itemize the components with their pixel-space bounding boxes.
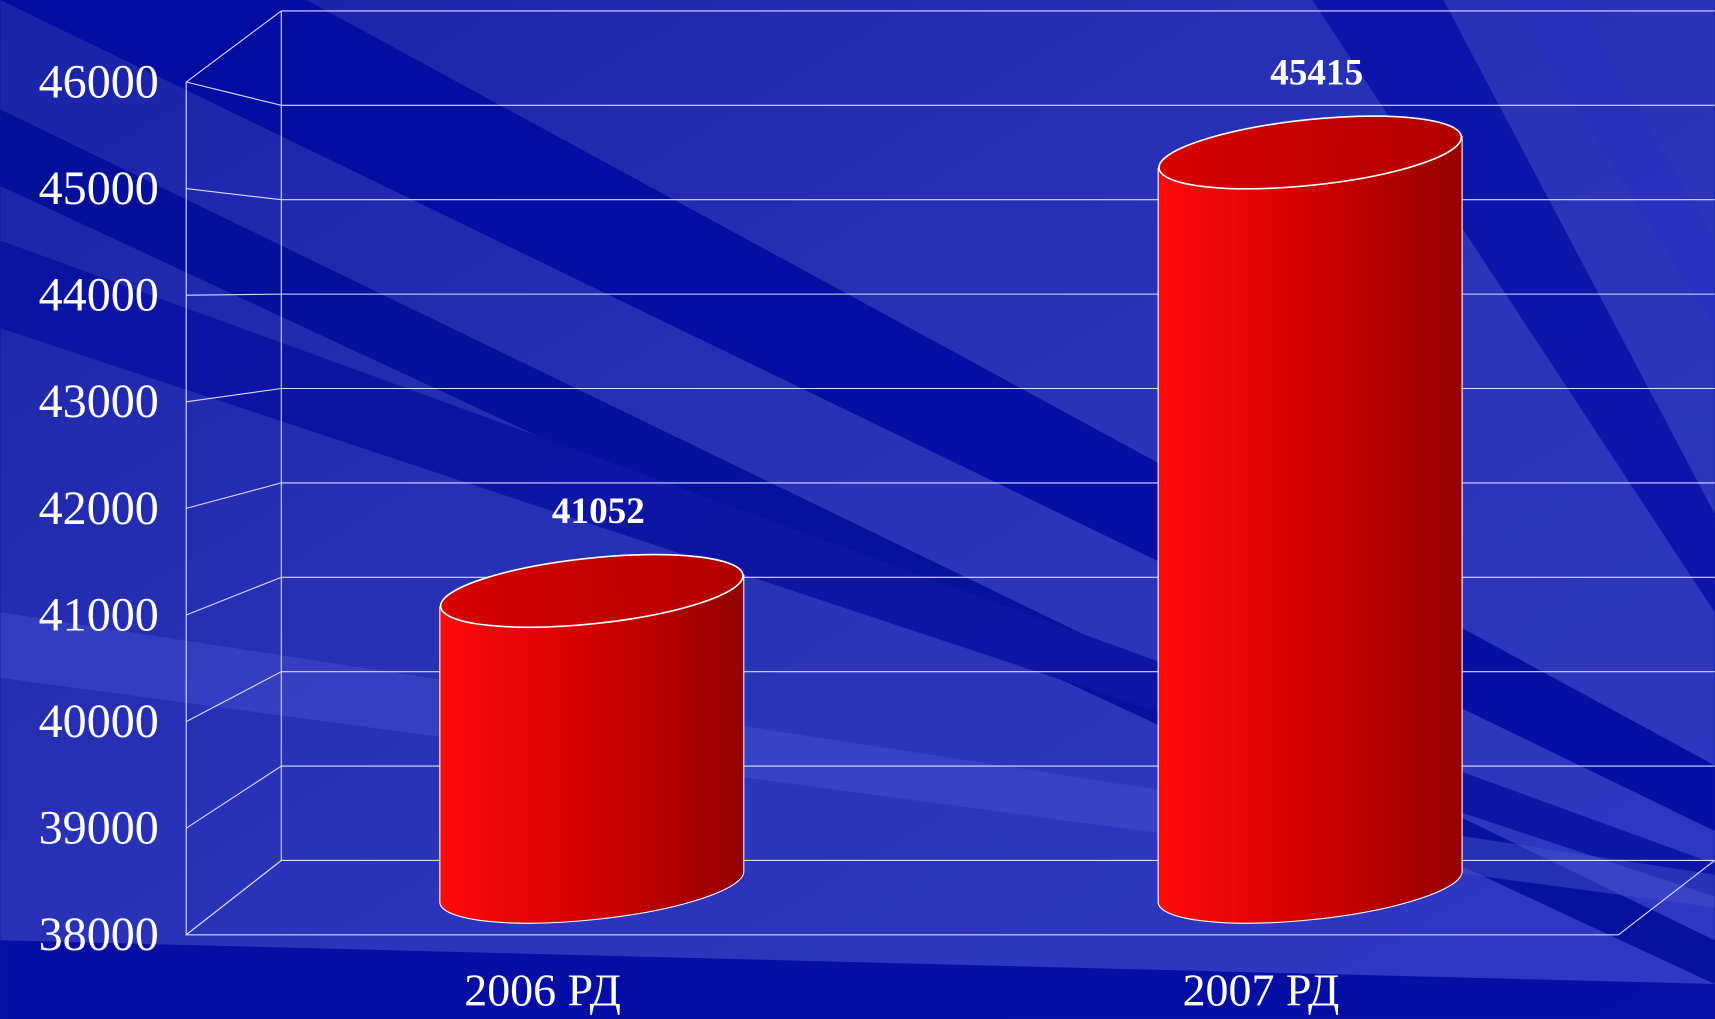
cylinder-top — [439, 553, 744, 629]
cylinder — [439, 553, 745, 924]
floor-edge — [186, 860, 1715, 936]
cylinder-body — [439, 574, 745, 924]
value-label: 41052 — [552, 491, 645, 532]
value-label: 45415 — [1270, 52, 1363, 93]
x-tick-label: 2007 РД — [1183, 964, 1340, 1015]
y-tick-label: 40000 — [39, 695, 159, 748]
x-tick-label: 2006 РД — [464, 964, 621, 1015]
y-tick-label: 46000 — [39, 55, 159, 108]
wall-top-edge — [185, 10, 282, 83]
y-tick-label: 39000 — [39, 802, 159, 855]
grid-line — [186, 81, 1715, 106]
y-tick-label: 42000 — [39, 482, 159, 535]
y-tick-label: 43000 — [39, 375, 159, 428]
y-tick-label: 41000 — [39, 588, 159, 641]
cylinder-body — [1157, 135, 1463, 924]
y-tick-label: 38000 — [39, 908, 159, 961]
y-tick-label: 45000 — [39, 162, 159, 215]
cylinder-top — [1158, 115, 1463, 190]
plot-area — [185, 10, 1715, 936]
y-tick-label: 44000 — [39, 269, 159, 322]
cylinder — [1157, 115, 1463, 924]
